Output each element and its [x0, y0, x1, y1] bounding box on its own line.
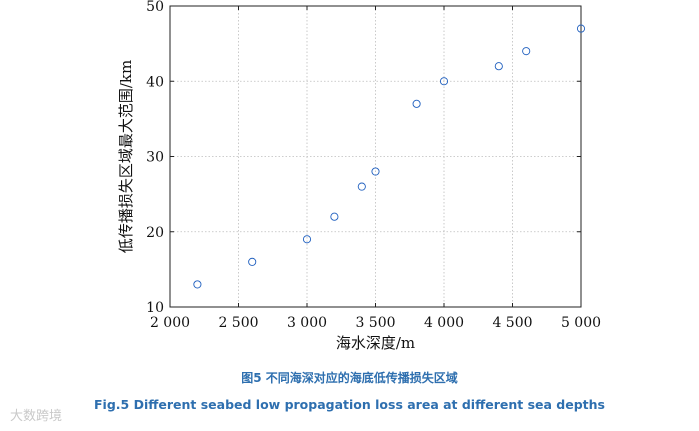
figure-caption-english: Fig.5 Different seabed low propagation l… [94, 397, 605, 412]
x-tick-label: 2 500 [218, 315, 258, 331]
scatter-chart: 2 000 2 500 3 000 3 500 4 000 4 500 5 000 10 20 3… [117, 0, 601, 352]
figure-caption-chinese: 图5 不同海深对应的海底低传播损失区域 [241, 371, 458, 385]
y-tick-label: 10 [146, 300, 164, 316]
y-tick-label: 30 [146, 150, 164, 166]
data-point [371, 167, 380, 176]
data-point [576, 24, 586, 33]
data-point [439, 77, 449, 86]
data-point [522, 47, 531, 56]
y-tick-label: 20 [146, 225, 164, 241]
y-axis-label: 低传播损失区域最大范围/km [117, 60, 135, 253]
x-axis-label: 海水深度/m [336, 334, 415, 352]
data-point [193, 280, 202, 289]
data-point [412, 99, 421, 108]
x-tick-label: 5 000 [561, 315, 601, 331]
x-tick-label: 4 500 [492, 315, 532, 331]
x-tick-label: 3 000 [287, 315, 327, 331]
data-point [494, 62, 503, 71]
data-point [302, 235, 312, 244]
data-point [357, 182, 366, 191]
y-tick-label: 50 [146, 0, 164, 15]
watermark: 大数跨境 [10, 409, 63, 424]
x-tick-label: 4 000 [424, 315, 464, 331]
y-tick-label: 40 [146, 74, 164, 90]
data-point [330, 212, 339, 221]
x-tick-label: 3 500 [355, 315, 395, 331]
data-point [248, 257, 257, 266]
x-tick-label: 2 000 [150, 315, 190, 331]
